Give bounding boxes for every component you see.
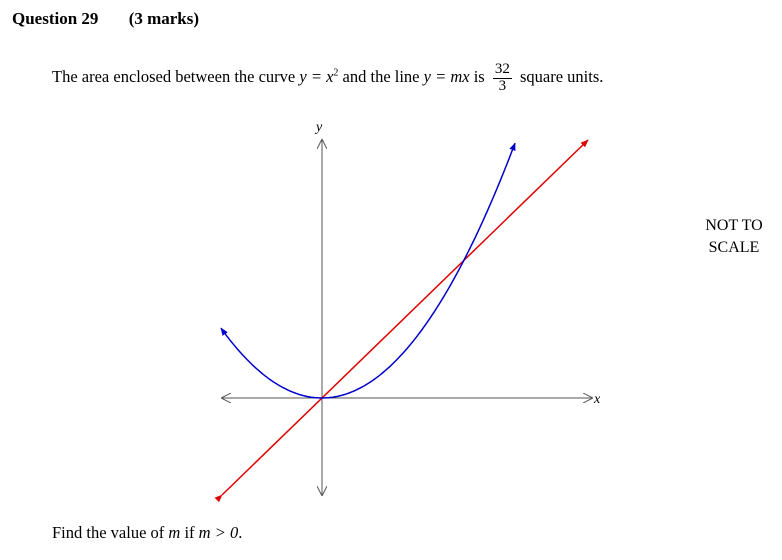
- curve-equation-base: y = x: [299, 67, 334, 87]
- question-variable: m: [168, 523, 181, 542]
- statement-text-is: is: [469, 67, 489, 87]
- not-to-scale-line2: SCALE: [708, 239, 760, 256]
- curve-exponent: 2: [333, 67, 339, 79]
- statement-text-after: square units.: [515, 67, 604, 87]
- find-question: Find the value of m if m > 0.: [52, 523, 242, 543]
- not-to-scale-note: NOT TO SCALE: [694, 215, 774, 259]
- question-number: Question 29: [12, 9, 99, 28]
- question-condition: m > 0: [198, 523, 239, 542]
- parabola-curve: [220, 142, 516, 399]
- line-y-equals-mx: [214, 139, 589, 503]
- question-header: Question 29 (3 marks): [12, 9, 199, 29]
- curve-equation: y = x2: [299, 67, 338, 86]
- question-text-before: Find the value of: [52, 523, 169, 542]
- statement-text-mid: and the line: [338, 67, 424, 87]
- question-marks: (3 marks): [128, 9, 200, 28]
- area-numerator: 32: [492, 61, 512, 79]
- area-denominator: 3: [498, 77, 507, 94]
- question-text-after: .: [238, 523, 243, 542]
- x-axis-label: x: [593, 392, 601, 407]
- statement-text-before: The area enclosed between the curve: [52, 67, 300, 87]
- problem-statement: The area enclosed between the curve y = …: [52, 61, 604, 95]
- area-fraction: 32 3: [492, 61, 512, 95]
- not-to-scale-line1: NOT TO: [705, 217, 763, 234]
- question-text-mid: if: [180, 523, 199, 542]
- line-equation: y = mx: [423, 67, 470, 87]
- y-axis-label: y: [314, 120, 323, 135]
